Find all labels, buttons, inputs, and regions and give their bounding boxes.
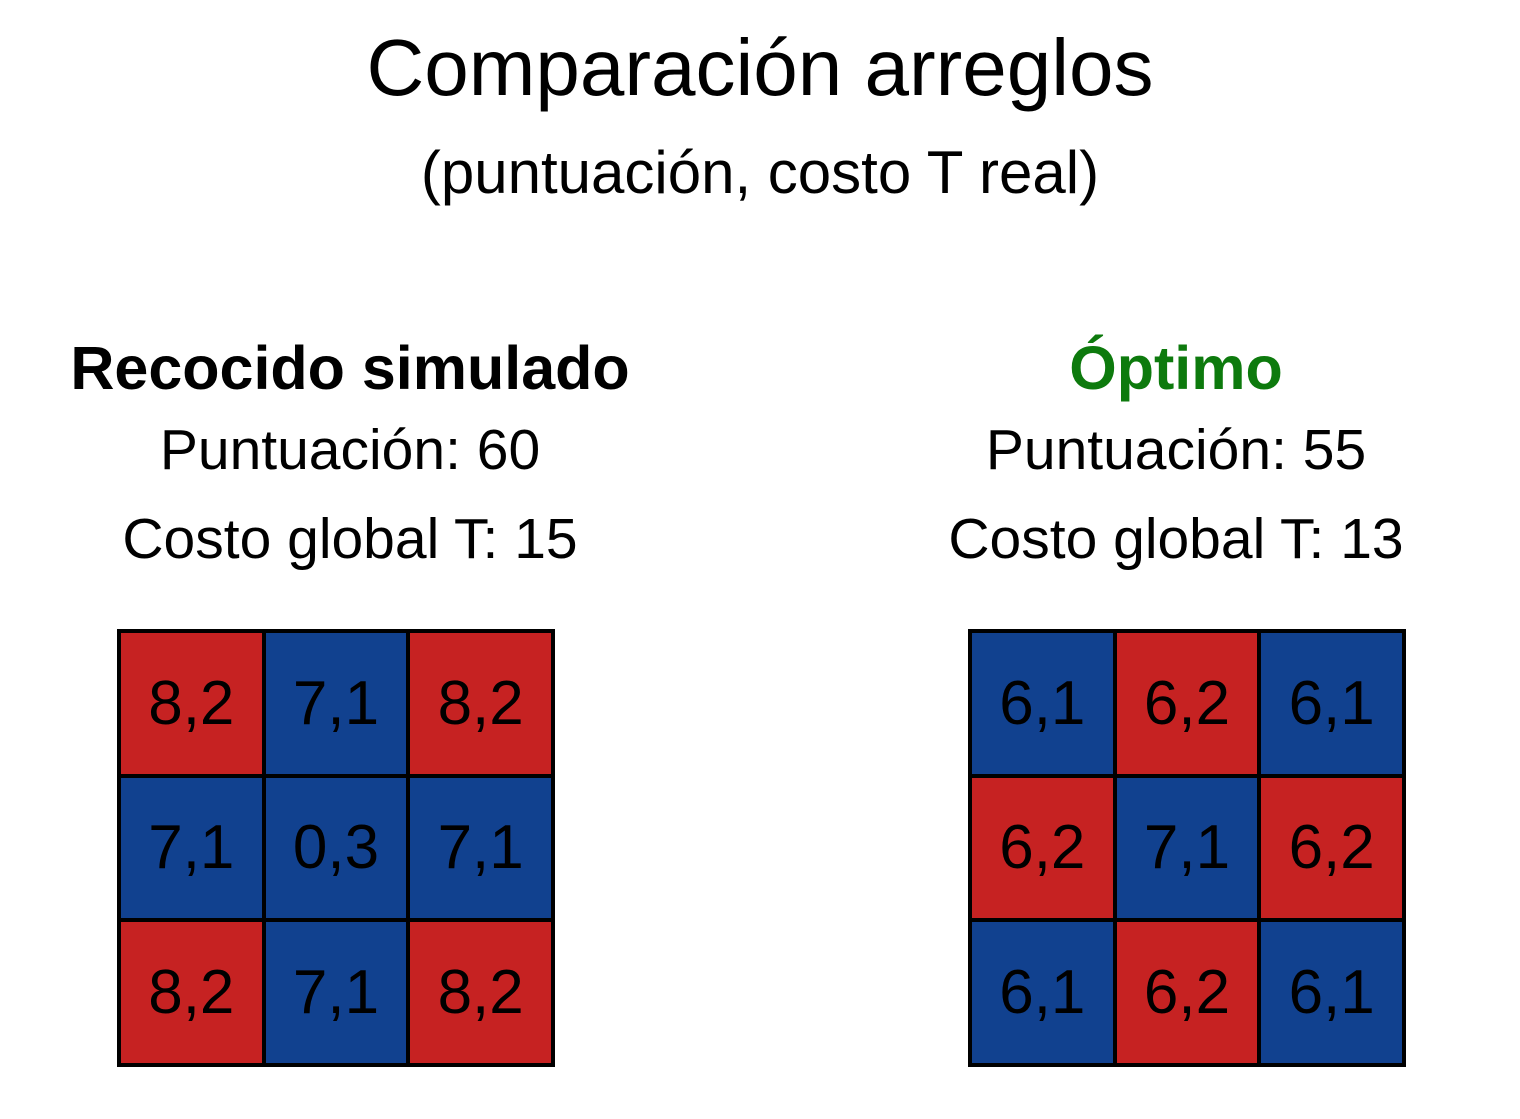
grid-cell: 0,3 bbox=[265, 777, 407, 919]
annealing-heading: Recocido simulado bbox=[70, 334, 630, 402]
grid-cell: 6,2 bbox=[972, 777, 1113, 919]
optimal-score: Puntuación: 55 bbox=[985, 418, 1367, 482]
grid-cell: 6,2 bbox=[1116, 633, 1258, 774]
annealing-score: Puntuación: 60 bbox=[159, 418, 541, 482]
grid-cell: 6,1 bbox=[1261, 922, 1402, 1063]
grid-cell: 6,2 bbox=[1116, 922, 1258, 1063]
grid-cell: 8,2 bbox=[121, 633, 262, 774]
optimal-panel: Óptimo Puntuación: 55 Costo global T: 13 bbox=[796, 330, 1520, 584]
grid-cell: 6,1 bbox=[972, 633, 1113, 774]
page-title: Comparación arreglos bbox=[366, 23, 1154, 112]
grid-cell: 6,1 bbox=[972, 922, 1113, 1063]
grid-cell: 7,1 bbox=[410, 777, 551, 919]
grid-cell: 6,1 bbox=[1261, 633, 1402, 774]
annealing-grid: 8,2 7,1 8,2 7,1 0,3 7,1 8,2 7,1 8,2 bbox=[117, 629, 555, 1067]
grid-cell: 7,1 bbox=[265, 633, 407, 774]
optimal-grid: 6,1 6,2 6,1 6,2 7,1 6,2 6,1 6,2 6,1 bbox=[968, 629, 1406, 1067]
grid-cell: 7,1 bbox=[265, 922, 407, 1063]
grid-cell: 7,1 bbox=[121, 777, 262, 919]
grid-cell: 6,2 bbox=[1261, 777, 1402, 919]
grid-cell: 8,2 bbox=[410, 922, 551, 1063]
optimal-heading: Óptimo bbox=[1069, 334, 1283, 402]
page-subtitle: (puntuación, costo T real) bbox=[420, 139, 1100, 206]
grid-cell: 8,2 bbox=[121, 922, 262, 1063]
annealing-panel: Recocido simulado Puntuación: 60 Costo g… bbox=[0, 330, 730, 584]
optimal-cost: Costo global T: 13 bbox=[948, 507, 1404, 571]
grid-cell: 8,2 bbox=[410, 633, 551, 774]
annealing-cost: Costo global T: 15 bbox=[122, 507, 578, 571]
grid-cell: 7,1 bbox=[1116, 777, 1258, 919]
